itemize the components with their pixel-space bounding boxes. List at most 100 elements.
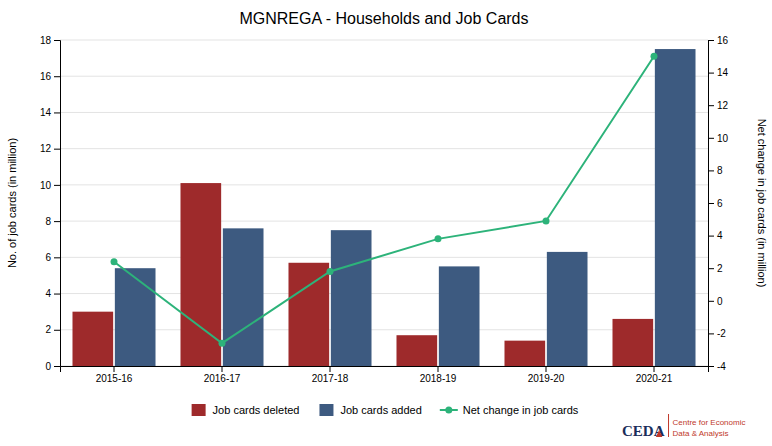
legend: Job cards deleted Job cards added Net chan… bbox=[192, 404, 579, 416]
axis-line bbox=[61, 367, 709, 373]
tick: 2019-20 bbox=[528, 366, 565, 384]
tick-label: 4 bbox=[717, 230, 723, 241]
bar bbox=[547, 252, 588, 366]
tick: 6 bbox=[45, 252, 60, 263]
tick: 16 bbox=[708, 35, 729, 46]
tick-label: 6 bbox=[45, 252, 51, 263]
chart: 2015-162016-172017-182018-192019-202020-… bbox=[0, 0, 772, 446]
grid-line bbox=[60, 221, 708, 222]
tick: 16 bbox=[40, 71, 60, 82]
legend-label: Job cards deleted bbox=[213, 404, 300, 416]
tick-label: -4 bbox=[717, 361, 726, 372]
legend-item: Job cards added bbox=[319, 404, 421, 416]
tick-mark bbox=[708, 333, 714, 334]
tick-mark bbox=[54, 185, 60, 186]
legend-item: Net change in job cards bbox=[440, 404, 579, 416]
tick: 10 bbox=[40, 180, 60, 191]
tick: 8 bbox=[45, 216, 60, 227]
tick-mark bbox=[54, 112, 60, 113]
tick-label: 2018-19 bbox=[420, 373, 457, 384]
tick: 10 bbox=[708, 133, 729, 144]
tick-mark bbox=[708, 105, 714, 106]
tick-label: 4 bbox=[45, 288, 51, 299]
tick-label: 12 bbox=[717, 100, 729, 111]
y2-axis: -4-20246810121416 bbox=[708, 35, 729, 372]
tick: 0 bbox=[708, 296, 723, 307]
tick-label: 2016-17 bbox=[204, 373, 241, 384]
tick-mark bbox=[708, 268, 714, 269]
tick-mark bbox=[54, 76, 60, 77]
bar-series bbox=[115, 49, 696, 366]
line-series bbox=[111, 53, 658, 347]
tick-label: 2019-20 bbox=[528, 373, 565, 384]
tick-label: 10 bbox=[40, 180, 52, 191]
tick-label: 6 bbox=[717, 198, 723, 209]
logo: CEDACentre for EconomicData & Analysis bbox=[622, 414, 745, 439]
y-axis: 0 2 4 6 8 10 12 14 16 18 bbox=[40, 35, 61, 372]
marker bbox=[111, 258, 118, 265]
bar-series bbox=[72, 183, 653, 366]
tick-mark bbox=[54, 221, 60, 222]
line bbox=[114, 56, 654, 343]
tick-label: 2015-16 bbox=[96, 373, 133, 384]
tick-label: 0 bbox=[45, 361, 51, 372]
tick-mark bbox=[54, 257, 60, 258]
tick-label: 2020-21 bbox=[636, 373, 673, 384]
grid-line bbox=[60, 40, 708, 41]
tick-label: 2 bbox=[717, 263, 723, 274]
bar bbox=[439, 266, 480, 366]
logo-separator bbox=[668, 414, 669, 437]
tick-label: 8 bbox=[717, 165, 723, 176]
grid-line bbox=[60, 112, 708, 113]
tick: 12 bbox=[708, 100, 729, 111]
tick-label: 16 bbox=[717, 35, 729, 46]
y-axis-title: No. of job cards (in million) bbox=[6, 138, 18, 268]
bar bbox=[655, 49, 696, 366]
tick: -2 bbox=[708, 328, 726, 339]
tick: 6 bbox=[708, 198, 723, 209]
grid-line bbox=[60, 257, 708, 258]
legend-symbol bbox=[319, 404, 333, 416]
grid-line bbox=[60, 329, 708, 330]
tick: 2 bbox=[45, 324, 60, 335]
tick-mark bbox=[54, 330, 60, 331]
legend-item: Job cards deleted bbox=[192, 404, 300, 416]
axis-line bbox=[709, 41, 715, 367]
tick-label: 14 bbox=[40, 107, 52, 118]
logo-chevron bbox=[656, 430, 663, 437]
tick-mark bbox=[54, 149, 60, 150]
tick-mark bbox=[222, 366, 223, 372]
legend-symbol bbox=[445, 407, 452, 414]
grid-line bbox=[60, 76, 708, 77]
annotation: Centre for Economic bbox=[673, 418, 746, 427]
tick-mark bbox=[708, 301, 714, 302]
tick: 0 bbox=[45, 361, 60, 372]
tick-mark bbox=[654, 366, 655, 372]
tick-mark bbox=[54, 294, 60, 295]
marker bbox=[543, 217, 550, 224]
bar bbox=[223, 228, 264, 366]
tick-mark bbox=[708, 203, 714, 204]
tick-mark bbox=[708, 366, 714, 367]
bar bbox=[396, 335, 437, 366]
tick-label: 2 bbox=[45, 324, 51, 335]
annotation: CED bbox=[622, 423, 654, 439]
tick-mark bbox=[708, 236, 714, 237]
tick-label: 0 bbox=[717, 296, 723, 307]
grid-line bbox=[60, 184, 708, 185]
marker bbox=[651, 53, 658, 60]
grid-line bbox=[60, 148, 708, 149]
tick: 4 bbox=[708, 230, 723, 241]
bar bbox=[72, 312, 113, 366]
bar bbox=[612, 319, 653, 366]
tick-label: 16 bbox=[40, 71, 52, 82]
title: MGNREGA - Households and Job Cards bbox=[239, 10, 528, 27]
bar bbox=[288, 263, 329, 366]
tick-mark bbox=[54, 40, 60, 41]
x-axis: 2015-162016-172017-182018-192019-202020-… bbox=[61, 366, 709, 384]
marks bbox=[72, 49, 695, 366]
tick-label: 12 bbox=[40, 143, 52, 154]
tick-label: 18 bbox=[40, 35, 52, 46]
legend-label: Job cards added bbox=[340, 404, 421, 416]
tick: -4 bbox=[708, 361, 726, 372]
